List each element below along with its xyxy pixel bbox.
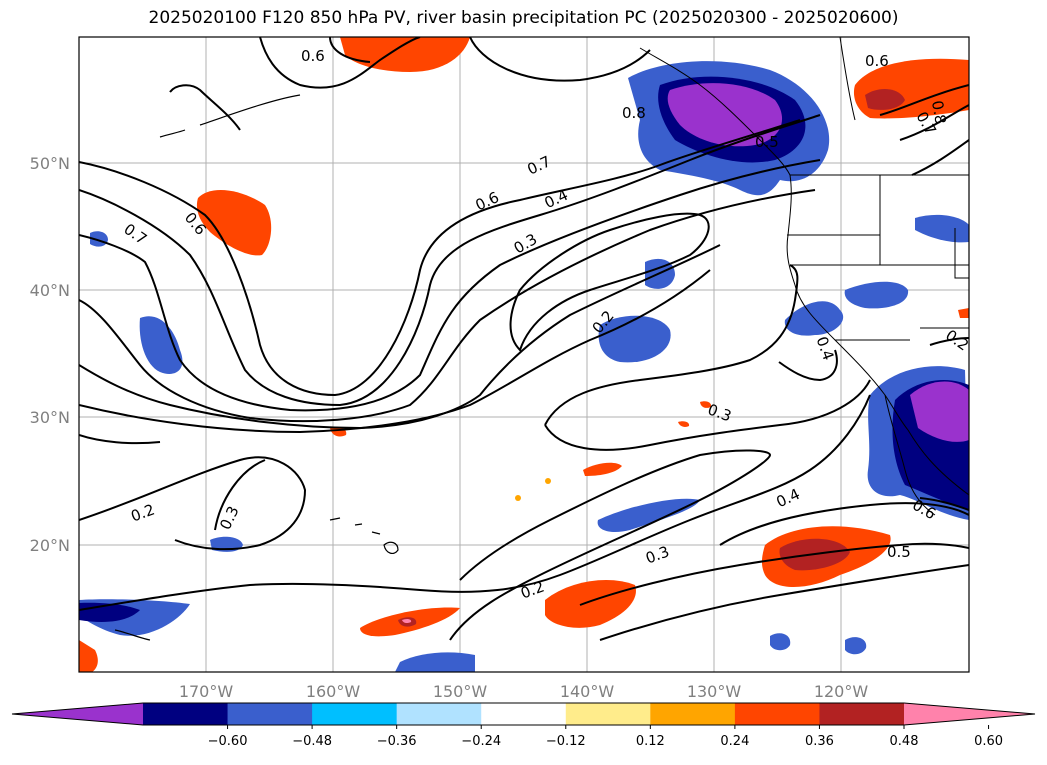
colorbar-segment (396, 703, 482, 725)
colorbar-tick-label: −0.24 (461, 734, 501, 749)
colorbar-extend-low (12, 703, 143, 725)
colorbar-tick-label: −0.48 (292, 734, 332, 749)
colorbar-tick-label: 0.48 (890, 734, 919, 749)
lon-tick-label: 130°W (687, 682, 742, 701)
colorbar-tick-label: 0.36 (805, 734, 834, 749)
lon-tick-label: 150°W (433, 682, 488, 701)
colorbar-outline (11, 702, 1036, 726)
colorbar-segment (819, 703, 905, 725)
colorbar-tick-label: 0.24 (720, 734, 749, 749)
precip-positive-region (545, 580, 636, 628)
contour-label: 0.5 (887, 543, 911, 561)
lat-tick-label: 20°N (30, 536, 70, 555)
chart-title: 2025020100 F120 850 hPa PV, river basin … (148, 8, 899, 28)
colorbar-tick-label: −0.36 (377, 734, 417, 749)
lat-tick-label: 50°N (30, 154, 70, 173)
contour-label: 0.6 (301, 47, 325, 65)
lon-tick-label: 160°W (306, 682, 361, 701)
precip-positive-region (340, 37, 470, 72)
lat-tick-label: 30°N (30, 408, 70, 427)
map-frame (78, 36, 970, 673)
colorbar-tick-label: 0.12 (636, 734, 665, 749)
lat-tick-label: 40°N (30, 281, 70, 300)
colorbar-tick-label: 0.60 (974, 734, 1003, 749)
longitude-tick-labels: 170°W 160°W 150°W 140°W 130°W 120°W (179, 682, 869, 701)
colorbar-segment (481, 703, 567, 725)
colorbar-segment (565, 703, 651, 725)
colorbar-segment (650, 703, 736, 725)
colorbar-segment (143, 703, 229, 725)
colorbar-segment (227, 703, 313, 725)
colorbar-segment (734, 703, 820, 725)
lon-tick-label: 140°W (560, 682, 615, 701)
contour-label: 0.6 (865, 52, 889, 70)
colorbar-segment (312, 703, 398, 725)
colorbar-tick-label: −0.60 (208, 734, 248, 749)
lon-tick-label: 120°W (814, 682, 869, 701)
colorbar: −0.60 −0.48 −0.36 −0.24 −0.12 0.12 0.24 0.36 0.4… (11, 702, 1036, 749)
precip-positive-region (196, 189, 272, 256)
contour-label: 0.5 (755, 133, 779, 151)
pv-contours (79, 37, 969, 641)
contour-label: 0.8 (928, 99, 950, 126)
islands (114, 94, 399, 641)
precip-shading (79, 37, 969, 672)
colorbar-tick-label: −0.12 (546, 734, 586, 749)
latitude-tick-labels: 50°N 40°N 30°N 20°N (30, 154, 70, 555)
precip-positive-region (583, 462, 622, 476)
colorbar-extend-high (904, 703, 1035, 725)
contour-label: 0.8 (622, 104, 646, 122)
precip-negative-region (139, 316, 183, 374)
lon-tick-label: 170°W (179, 682, 234, 701)
